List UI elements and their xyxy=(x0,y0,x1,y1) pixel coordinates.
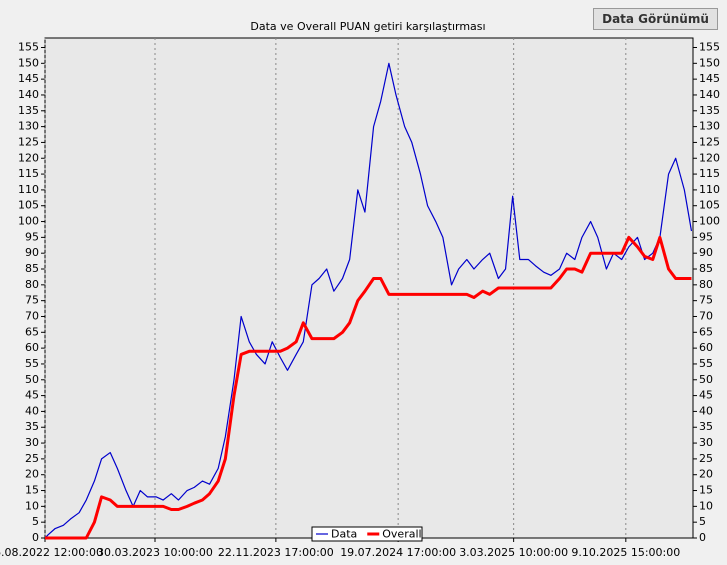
series-line xyxy=(45,235,692,540)
y2-tick-label: 85 xyxy=(699,262,713,275)
y2-tick-label: 20 xyxy=(699,468,713,481)
y2-tick-label: 155 xyxy=(699,40,720,53)
y2-tick-label: 110 xyxy=(699,183,720,196)
y-tick-label: 120 xyxy=(18,151,39,164)
y2-tick-label: 75 xyxy=(699,294,713,307)
x-tick-label: 22.11.2023 17:00:00 xyxy=(218,546,334,559)
y2-tick-label: 0 xyxy=(699,531,706,544)
y-tick-label: 60 xyxy=(25,341,39,354)
y2-tick-label: 40 xyxy=(699,404,713,417)
y-tick-label: 145 xyxy=(18,72,39,85)
y2-tick-label: 105 xyxy=(699,199,720,212)
legend: Data Overall xyxy=(311,526,423,542)
y2-tick-label: 50 xyxy=(699,373,713,386)
y-tick-label: 130 xyxy=(18,120,39,133)
x-tick-label: 26.08.2022 12:00:00 xyxy=(0,546,103,559)
y-tick-label: 135 xyxy=(18,104,39,117)
y-tick-label: 150 xyxy=(18,56,39,69)
y-tick-label: 10 xyxy=(25,499,39,512)
y2-tick-label: 150 xyxy=(699,56,720,69)
legend-label: Overall xyxy=(382,528,421,541)
y-tick-label: 70 xyxy=(25,309,39,322)
x-tick-label: 3.03.2025 10:00:00 xyxy=(459,546,568,559)
y2-tick-label: 145 xyxy=(699,72,720,85)
y2-tick-label: 140 xyxy=(699,88,720,101)
y-tick-label: 65 xyxy=(25,325,39,338)
y-tick-label: 95 xyxy=(25,230,39,243)
y-tick-label: 15 xyxy=(25,484,39,497)
y-tick-label: 125 xyxy=(18,135,39,148)
y-tick-label: 115 xyxy=(18,167,39,180)
y-tick-label: 155 xyxy=(18,40,39,53)
y-tick-label: 40 xyxy=(25,404,39,417)
y-tick-label: 5 xyxy=(32,515,39,528)
y2-tick-label: 35 xyxy=(699,420,713,433)
y2-tick-label: 120 xyxy=(699,151,720,164)
x-tick-label: 19.07.2024 17:00:00 xyxy=(340,546,456,559)
series-line xyxy=(44,62,693,539)
chart-title: Data ve Overall PUAN getiri karşılaştırm… xyxy=(250,20,485,33)
y-tick-label: 0 xyxy=(32,531,39,544)
legend-label: Data xyxy=(331,528,357,541)
y-tick-label: 85 xyxy=(25,262,39,275)
view-button[interactable]: Data Görünümü xyxy=(593,8,718,30)
x-tick-label: 9.10.2025 15:00:00 xyxy=(571,546,680,559)
y-tick-label: 75 xyxy=(25,294,39,307)
y2-tick-label: 95 xyxy=(699,230,713,243)
y2-tick-label: 100 xyxy=(699,215,720,228)
y2-tick-label: 10 xyxy=(699,499,713,512)
y2-tick-label: 80 xyxy=(699,278,713,291)
y2-tick-label: 135 xyxy=(699,104,720,117)
y-tick-label: 30 xyxy=(25,436,39,449)
y2-tick-label: 65 xyxy=(699,325,713,338)
y-tick-label: 50 xyxy=(25,373,39,386)
y2-tick-label: 25 xyxy=(699,452,713,465)
y-tick-label: 25 xyxy=(25,452,39,465)
y-tick-label: 45 xyxy=(25,389,39,402)
y2-tick-label: 55 xyxy=(699,357,713,370)
y-tick-label: 105 xyxy=(18,199,39,212)
y2-tick-label: 30 xyxy=(699,436,713,449)
y2-tick-label: 5 xyxy=(699,515,706,528)
y2-tick-label: 130 xyxy=(699,120,720,133)
y2-tick-label: 15 xyxy=(699,484,713,497)
y-tick-label: 55 xyxy=(25,357,39,370)
plot-area xyxy=(44,37,694,539)
y-tick-label: 140 xyxy=(18,88,39,101)
y2-tick-label: 90 xyxy=(699,246,713,259)
legend-box xyxy=(311,526,423,542)
y-tick-label: 20 xyxy=(25,468,39,481)
y-tick-label: 90 xyxy=(25,246,39,259)
y-tick-label: 35 xyxy=(25,420,39,433)
y2-tick-label: 125 xyxy=(699,135,720,148)
y2-tick-label: 60 xyxy=(699,341,713,354)
y-tick-label: 80 xyxy=(25,278,39,291)
x-tick-label: 30.03.2023 10:00:00 xyxy=(97,546,213,559)
y-tick-label: 110 xyxy=(18,183,39,196)
y2-tick-label: 70 xyxy=(699,309,713,322)
y2-tick-label: 115 xyxy=(699,167,720,180)
y-tick-label: 100 xyxy=(18,215,39,228)
y2-tick-label: 45 xyxy=(699,389,713,402)
